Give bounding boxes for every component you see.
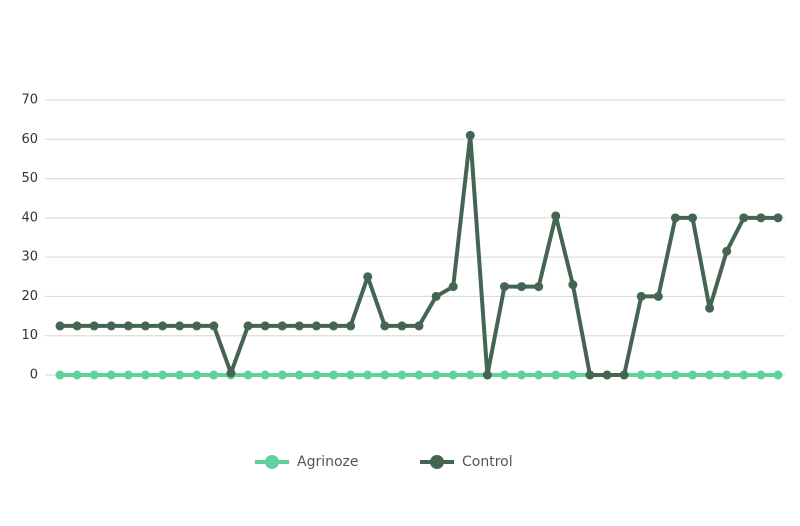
data-point <box>397 370 407 380</box>
legend-label: Control <box>462 454 513 470</box>
data-point <box>568 280 578 290</box>
data-point <box>397 321 407 331</box>
data-point <box>670 213 680 223</box>
data-point <box>192 321 202 331</box>
data-point <box>311 370 321 380</box>
data-point <box>89 370 99 380</box>
data-point <box>380 321 390 331</box>
data-point <box>739 213 749 223</box>
data-point <box>243 321 253 331</box>
data-point <box>499 370 509 380</box>
data-point <box>294 321 304 331</box>
data-point <box>329 370 339 380</box>
y-tick-label: 70 <box>21 93 38 108</box>
data-point <box>175 321 185 331</box>
data-point <box>175 370 185 380</box>
data-point <box>380 370 390 380</box>
data-point <box>277 321 287 331</box>
data-point <box>619 370 629 380</box>
y-tick-label: 0 <box>30 368 38 383</box>
data-point <box>226 368 236 378</box>
data-point <box>192 370 202 380</box>
data-point <box>346 370 356 380</box>
data-point <box>294 370 304 380</box>
legend-swatch-dot <box>265 455 279 469</box>
data-point <box>55 321 65 331</box>
y-tick-label: 60 <box>21 132 38 147</box>
data-point <box>89 321 99 331</box>
data-point <box>705 303 715 313</box>
data-point <box>363 272 373 282</box>
data-point <box>465 370 475 380</box>
data-point <box>653 291 663 301</box>
legend-label: Agrinoze <box>297 454 359 470</box>
data-point <box>756 213 766 223</box>
data-point <box>636 370 646 380</box>
data-point <box>551 211 561 221</box>
y-tick-label: 30 <box>21 250 38 265</box>
data-point <box>670 370 680 380</box>
data-point <box>482 370 492 380</box>
legend-swatch-dot <box>430 455 444 469</box>
data-point <box>72 370 82 380</box>
data-point <box>311 321 321 331</box>
y-tick-label: 10 <box>21 328 38 343</box>
data-point <box>209 321 219 331</box>
data-point <box>722 370 732 380</box>
data-point <box>431 291 441 301</box>
data-point <box>209 370 219 380</box>
data-point <box>756 370 766 380</box>
data-point <box>534 370 544 380</box>
data-point <box>431 370 441 380</box>
data-point <box>517 370 527 380</box>
data-point <box>688 213 698 223</box>
data-point <box>636 291 646 301</box>
data-point <box>773 213 783 223</box>
data-point <box>568 370 578 380</box>
data-point <box>243 370 253 380</box>
data-point <box>517 282 527 292</box>
data-point <box>140 370 150 380</box>
data-point <box>448 282 458 292</box>
data-point <box>277 370 287 380</box>
data-point <box>534 282 544 292</box>
data-point <box>414 370 424 380</box>
data-point <box>106 370 116 380</box>
data-point <box>653 370 663 380</box>
data-point <box>346 321 356 331</box>
data-point <box>123 370 133 380</box>
data-point <box>123 321 133 331</box>
data-point <box>260 370 270 380</box>
y-tick-label: 50 <box>21 171 38 186</box>
data-point <box>705 370 715 380</box>
data-point <box>688 370 698 380</box>
data-point <box>722 246 732 256</box>
data-point <box>260 321 270 331</box>
y-tick-label: 40 <box>21 210 38 225</box>
data-point <box>773 370 783 380</box>
data-point <box>414 321 424 331</box>
series-line <box>60 133 778 377</box>
data-point <box>602 370 612 380</box>
data-point <box>551 370 561 380</box>
data-point <box>140 321 150 331</box>
data-point <box>448 370 458 380</box>
data-point <box>465 130 475 140</box>
y-tick-label: 20 <box>21 289 38 304</box>
data-point <box>158 370 168 380</box>
data-point <box>329 321 339 331</box>
data-point <box>585 370 595 380</box>
data-point <box>499 282 509 292</box>
data-point <box>363 370 373 380</box>
data-point <box>739 370 749 380</box>
data-point <box>158 321 168 331</box>
data-point <box>55 370 65 380</box>
data-point <box>72 321 82 331</box>
data-point <box>106 321 116 331</box>
